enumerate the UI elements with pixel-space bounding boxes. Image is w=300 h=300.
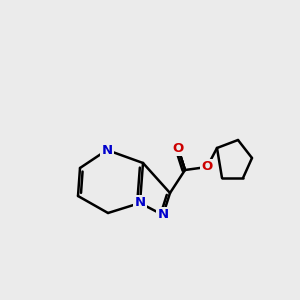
Text: N: N	[158, 208, 169, 221]
Text: O: O	[201, 160, 213, 173]
Text: N: N	[101, 143, 112, 157]
Text: N: N	[134, 196, 146, 209]
Text: O: O	[172, 142, 184, 154]
